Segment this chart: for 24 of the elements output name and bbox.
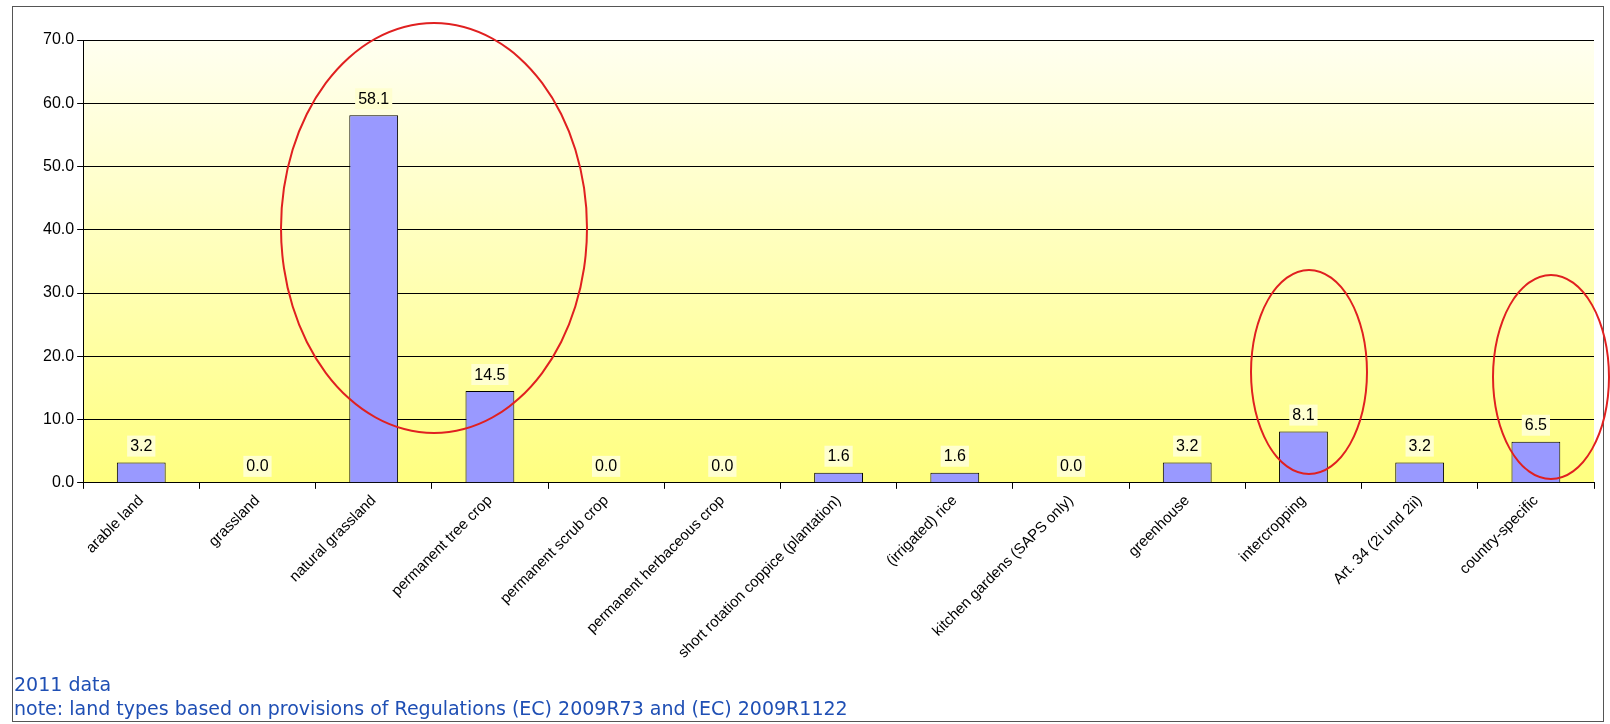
text: 2011 data (14, 672, 113, 696)
y-tick-label: 60.0 (43, 93, 75, 111)
y-tick-label: 10.0 (43, 409, 75, 427)
data-label: 3.2 (1408, 437, 1431, 455)
text: note: land types based on provisions of Regulations (EC) 2009R73 and (EC) 2009R1122 (14, 696, 848, 720)
y-tick-label: 50.0 (43, 156, 75, 174)
data-label: 8.1 (1292, 406, 1315, 424)
y-tick-label: 20.0 (43, 346, 75, 364)
data-label: 14.5 (474, 365, 506, 383)
data-label: 58.1 (358, 89, 390, 107)
data-label: 0.0 (711, 457, 734, 475)
x-tick-label: Art. 34 (2i und 2ii) (1328, 491, 1425, 587)
data-label: 0.0 (1059, 457, 1083, 475)
data-label: 6.5 (1524, 416, 1548, 434)
data-label: 3.2 (1176, 437, 1199, 455)
data-label: 1.6 (827, 447, 850, 465)
y-tick-label: 0.0 (51, 473, 75, 491)
data-label: 0.0 (246, 457, 269, 475)
data-label: 3.2 (130, 437, 153, 455)
y-tick-label: 40.0 (43, 220, 75, 238)
y-tick-label: 30.0 (43, 283, 75, 301)
y-tick-label: 70.0 (43, 30, 75, 48)
data-label: 0.0 (595, 457, 618, 475)
data-label: 1.6 (943, 447, 967, 465)
